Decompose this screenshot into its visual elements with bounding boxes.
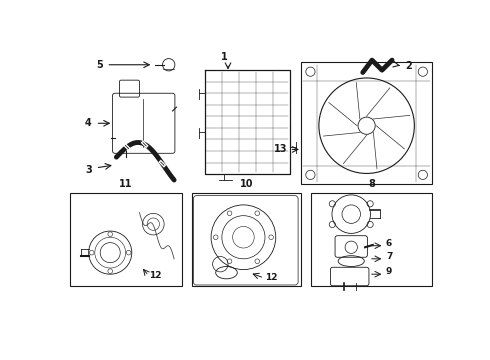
Text: 13: 13 — [274, 144, 287, 154]
Text: 10: 10 — [240, 180, 253, 189]
Text: 11: 11 — [119, 180, 133, 189]
Bar — [192, 193, 301, 286]
Text: 7: 7 — [386, 252, 392, 261]
Text: 12: 12 — [265, 273, 277, 282]
Text: 5: 5 — [96, 60, 102, 70]
Bar — [70, 193, 182, 286]
Text: 9: 9 — [386, 267, 392, 276]
Text: 1: 1 — [221, 52, 227, 62]
Text: 6: 6 — [386, 239, 392, 248]
Bar — [311, 193, 432, 286]
Bar — [301, 62, 432, 184]
Text: 4: 4 — [85, 118, 92, 128]
Text: 8: 8 — [368, 180, 375, 189]
Text: 12: 12 — [149, 271, 161, 280]
Text: 2: 2 — [405, 61, 412, 71]
Text: 3: 3 — [85, 165, 92, 175]
